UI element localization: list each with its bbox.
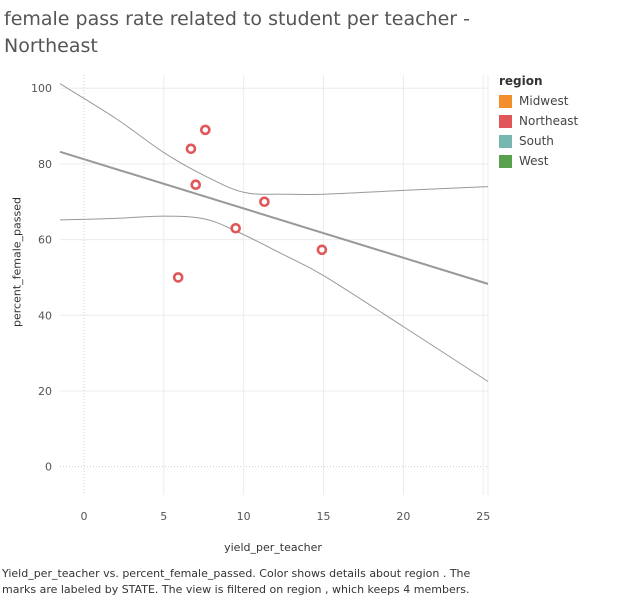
- legend-item-midwest[interactable]: Midwest: [499, 91, 578, 111]
- data-point: [172, 272, 184, 283]
- trend-line-layer: [59, 150, 489, 285]
- y-tick-label: 0: [45, 461, 52, 474]
- legend-label: South: [519, 134, 554, 148]
- y-tick-label: 20: [38, 385, 52, 398]
- legend: region Midwest Northeast South West: [499, 74, 578, 171]
- legend-item-west[interactable]: West: [499, 151, 578, 171]
- data-point: [200, 124, 211, 136]
- x-tick-label: 5: [160, 510, 167, 523]
- x-tick-label: 0: [80, 510, 87, 523]
- legend-label: Midwest: [519, 94, 569, 108]
- x-axis-label: yield_per_teacher: [224, 541, 322, 554]
- legend-swatch-west: [499, 154, 512, 168]
- chart-title: female pass rate related to student per …: [4, 8, 471, 57]
- legend-swatch-northeast: [499, 114, 512, 128]
- confidence-band-lower: [59, 215, 489, 382]
- legend-label: Northeast: [519, 114, 579, 128]
- data-point: [316, 244, 328, 256]
- y-tick-label: 100: [31, 82, 52, 95]
- confidence-band-layer: [59, 83, 489, 382]
- legend-item-northeast[interactable]: Northeast: [499, 111, 578, 131]
- legend-swatch-south: [499, 134, 512, 148]
- y-tick-label: 60: [38, 234, 52, 247]
- x-tick-label: 25: [476, 510, 490, 523]
- grid-layer: [60, 75, 489, 495]
- legend-item-south[interactable]: South: [499, 131, 578, 151]
- confidence-band-upper: [59, 83, 489, 196]
- data-point: [230, 222, 241, 234]
- data-point: [259, 196, 270, 208]
- chart-caption: Yield_per_teacher vs. percent_female_pas…: [2, 567, 471, 596]
- y-tick-label: 80: [38, 158, 52, 171]
- trend-line: [59, 150, 489, 285]
- y-tick-label: 40: [38, 309, 52, 322]
- x-tick-label: 20: [396, 510, 410, 523]
- legend-swatch-midwest: [499, 94, 512, 108]
- legend-label: West: [519, 154, 549, 168]
- y-axis-label: percent_female_passed: [10, 197, 24, 327]
- data-point: [185, 143, 197, 155]
- x-tick-label: 15: [317, 510, 331, 523]
- data-point: [190, 179, 202, 191]
- tick-label-layer: 0 20 40 60 80 100 0 5 10 15 20 25: [31, 82, 490, 523]
- x-tick-label: 10: [237, 510, 251, 523]
- legend-title: region: [499, 74, 543, 88]
- data-points-layer: [172, 124, 328, 283]
